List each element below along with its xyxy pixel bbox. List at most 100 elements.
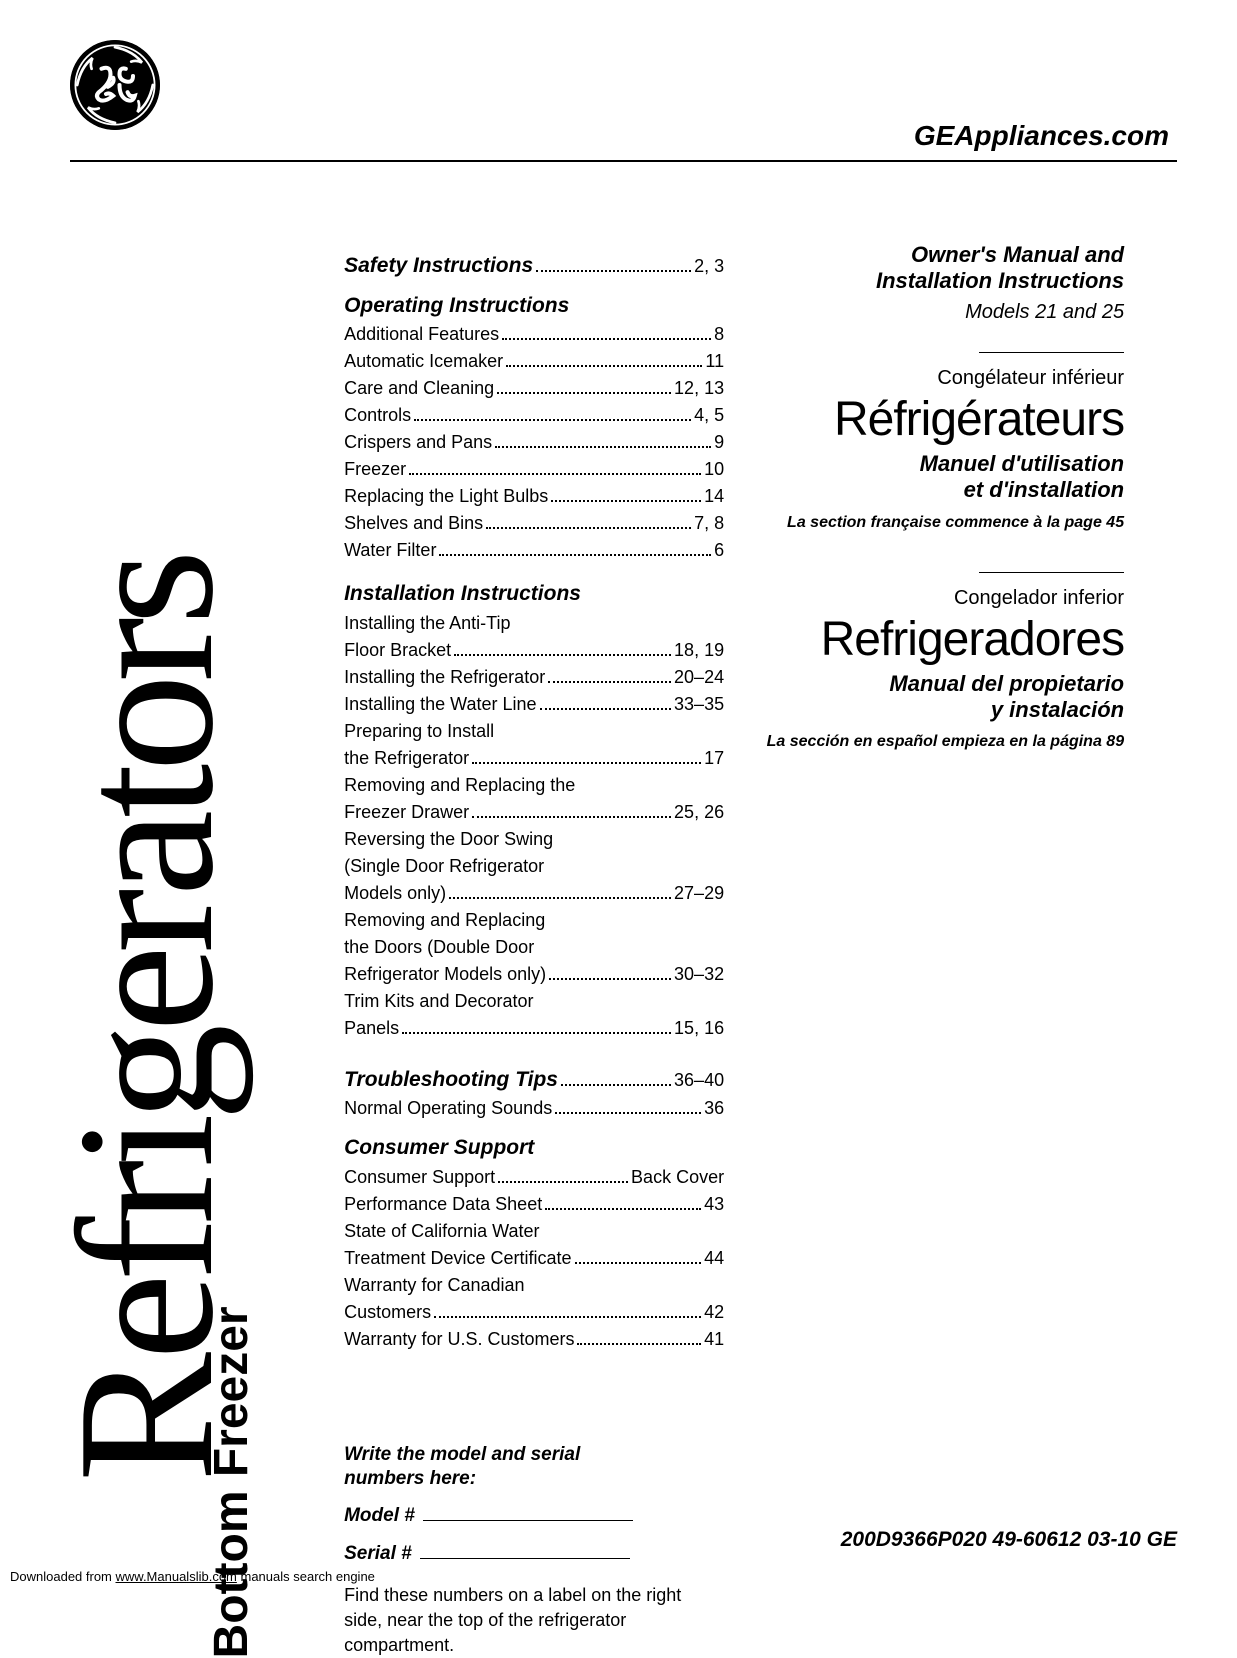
es-subtitle: Manual del propietario y instalación [754,671,1124,724]
toc-entry-preline: Removing and Replacing [344,907,724,934]
toc-column: Safety Instructions 2, 3 Operating Instr… [344,202,724,1658]
toc-dots [502,338,711,340]
toc-page: 41 [704,1326,724,1353]
toc-entry-preline: Removing and Replacing the [344,772,724,799]
toc-page: 10 [704,456,724,483]
write-model-line2: numbers here: [344,1468,476,1489]
vertical-main-title: Refrigerators [70,202,222,1482]
toc-page: 11 [705,348,724,375]
toc-dots [549,978,671,980]
toc-entry: Shelves and Bins 7, 8 [344,510,724,537]
toc-dots [506,365,702,367]
es-title: Refrigeradores [754,612,1124,667]
toc-entry: Controls4, 5 [344,402,724,429]
toc-label: Shelves and Bins [344,510,483,537]
toc-safety-heading: Safety Instructions 2, 3 [344,242,724,282]
toc-label: Models only) [344,880,446,907]
download-pre: Downloaded from [10,1569,116,1584]
model-label: Model # [344,1505,415,1526]
fr-sub-line2: et d'installation [964,477,1124,502]
toc-entry: Refrigerator Models only)30–32 [344,961,724,988]
toc-page: 30–32 [674,961,724,988]
toc-dots [439,554,711,556]
serial-label: Serial # [344,1543,412,1564]
toc-entry-preline: Installing the Anti-Tip [344,610,724,637]
es-small-label: Congelador inferior [754,587,1124,610]
toc-entry-preline: Preparing to Install [344,718,724,745]
toc-label: Customers [344,1299,431,1326]
toc-entry: the Refrigerator17 [344,745,724,772]
fr-subtitle: Manuel d'utilisation et d'installation [754,451,1124,504]
toc-label: Panels [344,1015,399,1042]
toc-troubleshooting-heading: Troubleshooting Tips 36–40 [344,1056,724,1096]
toc-entry-preline: Warranty for Canadian [344,1272,724,1299]
toc-label: Additional Features [344,321,499,348]
toc-dots [414,419,691,421]
toc-dots [402,1032,671,1034]
consumer-heading: Consumer Support [344,1132,724,1164]
toc-dots [449,897,671,899]
safety-page: 2, 3 [694,253,724,280]
toc-dots [498,1181,628,1183]
site-url: GEAppliances.com [70,120,1177,162]
find-numbers-note: Find these numbers on a label on the rig… [344,1583,724,1658]
toc-label: Installing the Water Line [344,691,536,718]
toc-entry: Panels 15, 16 [344,1015,724,1042]
toc-label: Normal Operating Sounds [344,1095,552,1122]
toc-entry: Normal Operating Sounds 36 [344,1095,724,1122]
es-note: La sección en español empieza en la pági… [754,733,1124,751]
safety-heading-text: Safety Instructions [344,250,533,282]
toc-label: Installing the Refrigerator [344,664,545,691]
toc-dots [548,681,671,683]
troubleshooting-heading-text: Troubleshooting Tips [344,1064,558,1096]
toc-page: 8 [714,321,724,348]
installation-heading: Installation Instructions [344,578,724,610]
toc-entry: Installing the Water Line33–35 [344,691,724,718]
toc-dots [472,816,671,818]
models-text: Models 21 and 25 [754,301,1124,324]
toc-label: Floor Bracket [344,637,451,664]
toc-page: 44 [704,1245,724,1272]
toc-page: Back Cover [631,1164,724,1191]
toc-label: Crispers and Pans [344,429,492,456]
toc-entry: Consumer Support Back Cover [344,1164,724,1191]
toc-label: Automatic Icemaker [344,348,503,375]
toc-dots [575,1262,702,1264]
toc-label: Water Filter [344,537,436,564]
fr-small-label: Congélateur inférieur [754,367,1124,390]
toc-page: 12, 13 [674,375,724,402]
divider [979,572,1124,573]
es-sub-line1: Manual del propietario [889,671,1124,696]
toc-entry: Freezer Drawer25, 26 [344,799,724,826]
toc-entry: Crispers and Pans9 [344,429,724,456]
toc-page: 14 [704,483,724,510]
troubleshooting-page: 36–40 [674,1067,724,1094]
toc-entry: Care and Cleaning12, 13 [344,375,724,402]
toc-entry-preline: Trim Kits and Decorator [344,988,724,1015]
toc-dots [434,1316,701,1318]
toc-label: Consumer Support [344,1164,495,1191]
toc-label: Controls [344,402,411,429]
toc-label: the Refrigerator [344,745,469,772]
toc-page: 36 [704,1095,724,1122]
toc-page: 7, 8 [694,510,724,537]
toc-entry-preline: Reversing the Door Swing [344,826,724,853]
toc-entry: Performance Data Sheet43 [344,1191,724,1218]
toc-dots [454,654,671,656]
toc-dots [551,500,701,502]
toc-dots [495,446,711,448]
fr-note: La section française commence à la page … [754,514,1124,532]
es-sub-line2: y instalación [991,697,1124,722]
toc-page: 43 [704,1191,724,1218]
toc-label: Freezer [344,456,406,483]
toc-dots [540,708,672,710]
toc-page: 42 [704,1299,724,1326]
toc-dots [472,762,701,764]
toc-dots [577,1343,701,1345]
toc-entry: Treatment Device Certificate44 [344,1245,724,1272]
download-link[interactable]: www.Manualslib.com [116,1569,237,1584]
toc-entry: Warranty for U.S. Customers41 [344,1326,724,1353]
fr-sub-line1: Manuel d'utilisation [920,451,1124,476]
owners-line2: Installation Instructions [876,268,1124,293]
toc-page: 15, 16 [674,1015,724,1042]
